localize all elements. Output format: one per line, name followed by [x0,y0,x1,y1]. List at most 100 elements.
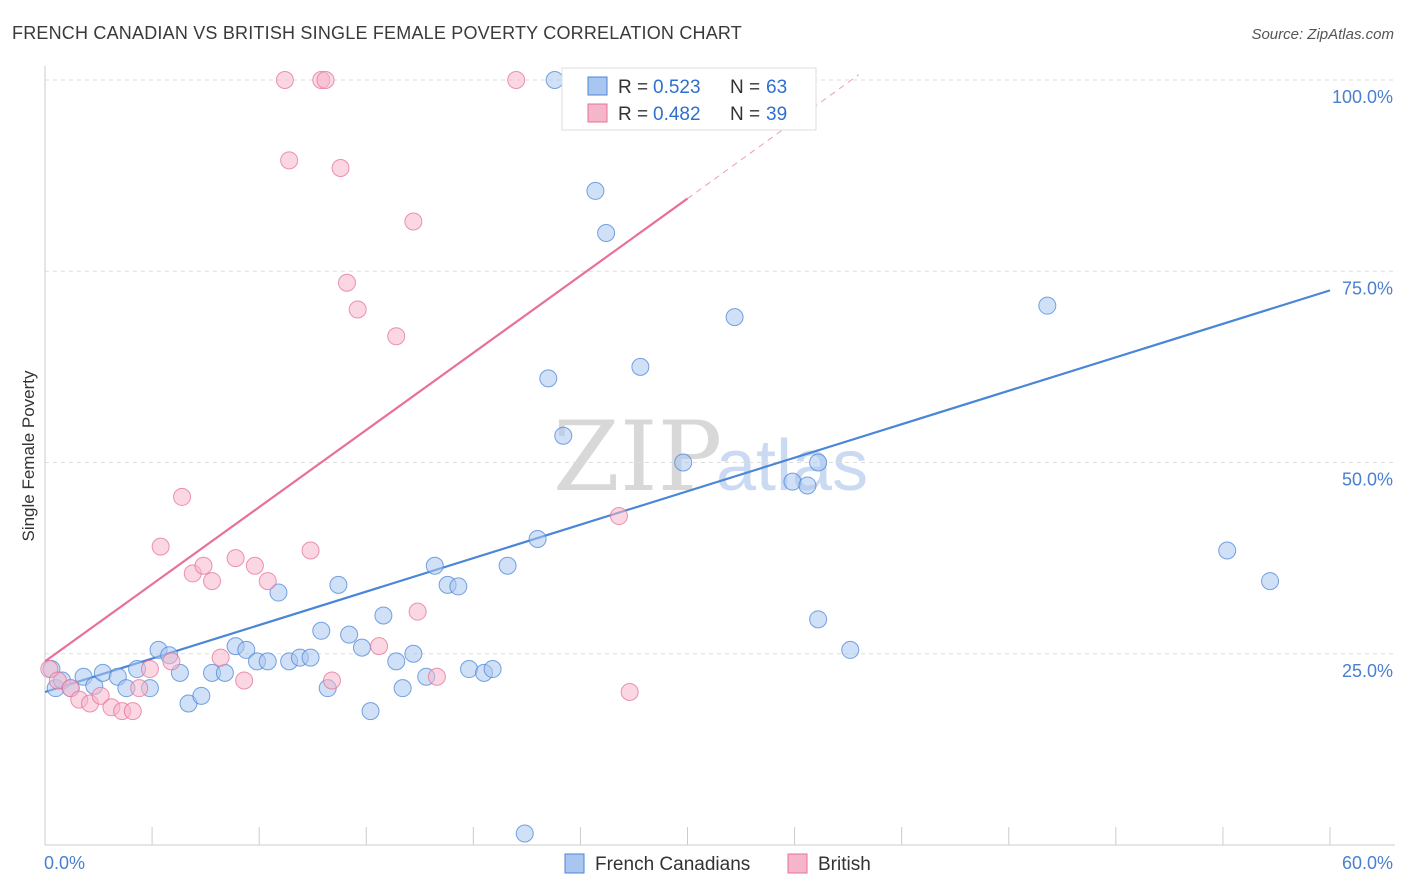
legend-n-value-1: 63 [766,77,787,98]
french-canadians-trend-line [44,289,1331,694]
french-canadians-point-29 [340,625,359,644]
watermark-atlas: atlas [716,426,868,506]
british-point-17 [211,648,230,667]
bottom-legend-label-british: British [818,854,871,875]
french-canadians-point-34 [393,679,412,698]
british-point-34 [408,602,427,621]
french-canadians-point-39 [449,577,468,596]
british-point-33 [404,212,423,231]
axes: 25.0% 50.0% 75.0% 100.0% 0.0% 60.0% [44,66,1395,873]
legend-n-label-2: N = [730,104,760,125]
french-canadians-point-58 [809,453,828,472]
british-point-39 [620,683,639,701]
x-tick-label-1: 60.0% [1342,853,1393,873]
british-trend-line-extension [687,74,860,199]
british-point-36 [507,71,526,89]
french-canadians-point-55 [725,308,744,327]
french-canadians-point-33 [387,652,406,671]
french-canadians-point-59 [809,610,828,629]
french-canadians-point-28 [329,575,348,594]
french-canadians-point-57 [798,476,817,495]
legend-r-label-1: R = [618,77,648,98]
british-point-35 [427,667,446,686]
trend-lines [44,74,1331,694]
french-canadians-point-15 [192,686,211,705]
british-point-8 [123,702,142,721]
legend-n-value-2: 39 [766,104,787,125]
french-canadians-point-43 [498,556,517,575]
legend-n-label-1: N = [730,77,760,98]
legend: R = 0.523 N = 63 R = 0.482 N = 39 [561,67,817,131]
french-canadians-point-48 [545,71,564,89]
bottom-legend-swatch-british [787,853,808,874]
british-trend-line [44,197,689,663]
french-canadians-point-47 [554,426,573,445]
bottom-legend-swatch-french-canadians [564,853,585,874]
french-canadians-point-19 [237,640,256,659]
french-canadians-point-32 [374,606,393,625]
french-canadians-point-63 [1261,572,1280,591]
french-canadians-point-26 [312,621,331,640]
french-canadians-point-42 [483,660,502,679]
british-point-11 [151,537,170,556]
british-point-13 [173,487,192,506]
legend-swatch-french-canadians [587,76,608,96]
british-point-5 [91,686,110,705]
french-canadians-point-53 [674,453,693,472]
french-canadians-point-31 [361,702,380,721]
british-point-9 [130,679,149,698]
x-tick-label-0: 0.0% [44,853,85,873]
french-canadians-point-51 [597,224,616,242]
watermark: ZIP atlas [553,401,868,513]
french-canadians-point-37 [425,556,444,575]
british-point-20 [245,556,264,575]
legend-swatch-british [587,103,608,123]
british-point-30 [348,300,367,319]
watermark-zip: ZIP [553,401,722,513]
chart-title: FRENCH CANADIAN VS BRITISH SINGLE FEMALE… [12,23,742,43]
british-point-12 [162,652,181,671]
french-canadians-point-40 [460,660,479,679]
french-canadians-point-62 [1218,541,1237,560]
french-canadians-point-52 [631,357,650,376]
french-canadians-point-44 [515,824,534,843]
chart-source: Source: ZipAtlas.com [1251,26,1394,43]
french-canadians-point-22 [269,583,288,602]
british-point-21 [258,572,277,591]
british-point-29 [337,273,356,292]
french-canadians-point-30 [352,638,371,657]
bottom-legend: French Canadians British [564,853,871,875]
british-point-28 [331,158,350,177]
french-canadians-point-21 [258,652,277,671]
british-point-15 [194,556,213,575]
british-point-10 [140,660,159,679]
french-canadians-point-45 [528,530,547,548]
british-point-32 [387,327,406,346]
legend-r-value-1: 0.523 [653,77,701,98]
british-point-18 [226,549,245,568]
british-point-16 [203,572,222,591]
french-canadians-point-56 [783,472,802,491]
legend-r-value-2: 0.482 [653,104,701,125]
french-canadians-point-25 [301,648,320,667]
y-axis-label: Single Female Poverty [19,370,38,542]
french-canadians-point-61 [1038,296,1057,315]
british-point-31 [370,637,389,656]
british-point-24 [301,541,320,560]
british-point-22 [280,151,299,170]
british-point-19 [235,671,254,690]
y-tick-label-2: 75.0% [1342,278,1393,298]
french-canadians-point-35 [404,644,423,663]
british-point-26 [316,71,335,89]
french-canadians-point-6 [93,663,112,682]
y-tick-label-3: 100.0% [1332,87,1393,107]
french-canadians-point-60 [841,640,860,659]
british-point-27 [322,671,341,690]
y-tick-label-0: 25.0% [1342,661,1393,681]
french-canadians-point-50 [586,181,605,200]
bottom-legend-label-french-canadians: French Canadians [595,854,750,875]
legend-r-label-2: R = [618,104,648,125]
british-point-38 [609,507,628,526]
british-point-23 [275,71,294,89]
